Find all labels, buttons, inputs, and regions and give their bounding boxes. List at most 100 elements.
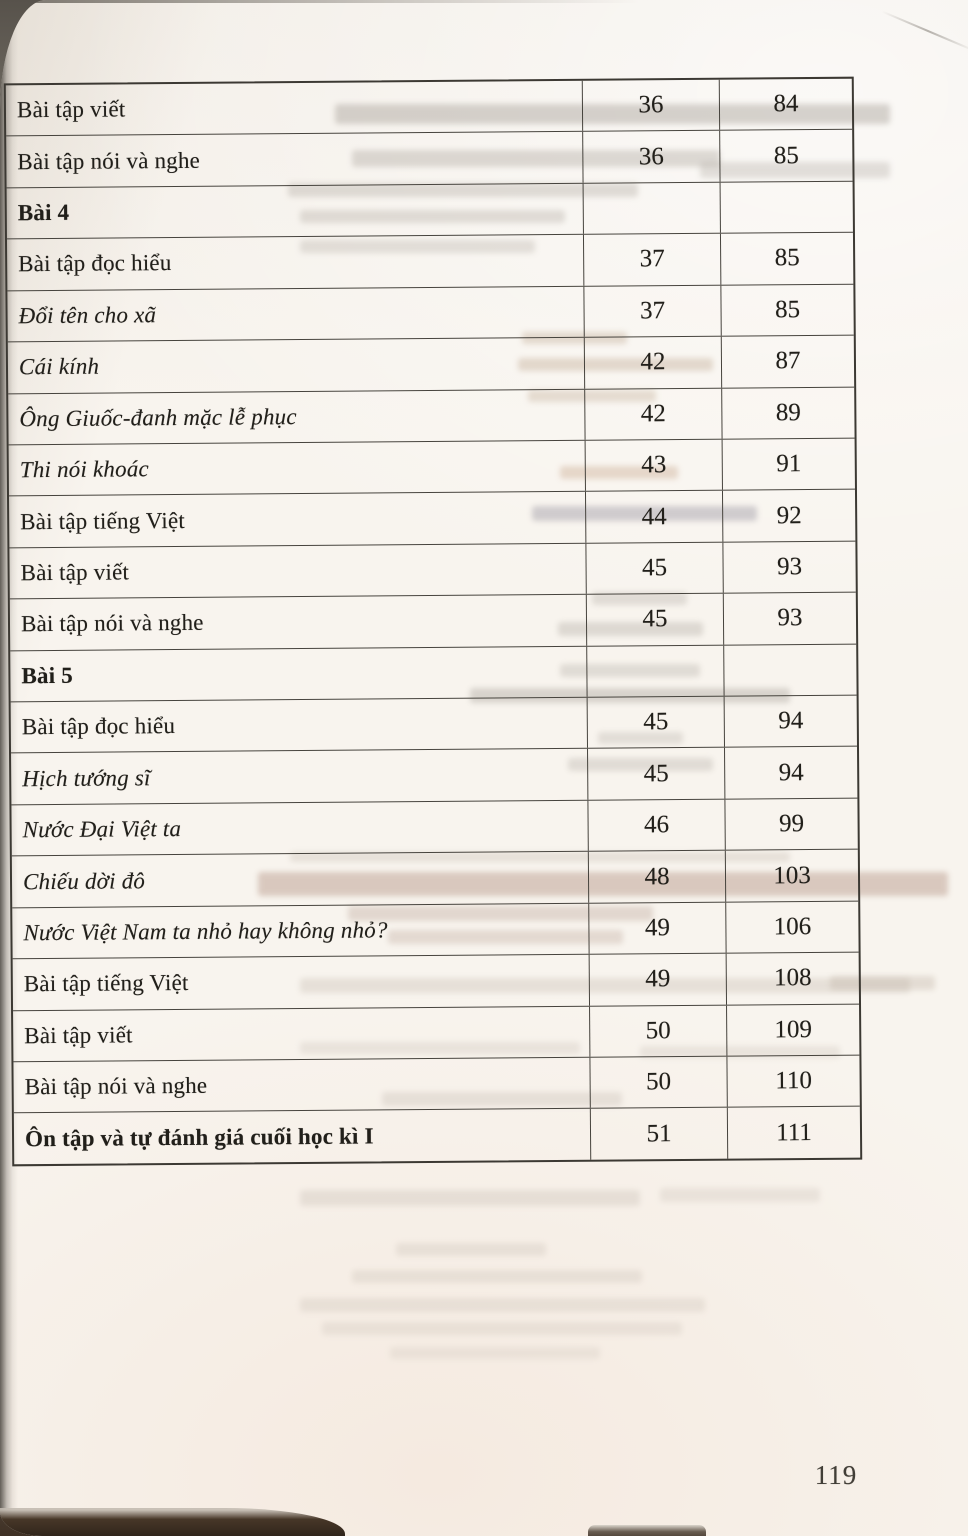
row-title: Chiếu dời đô (22, 867, 146, 894)
page-top-right-edge (881, 10, 968, 52)
row-page-number-1 (582, 182, 720, 235)
bleed-through-text (470, 688, 790, 703)
row-title: Bài tập viết (16, 96, 126, 123)
table-row: Ôn tập và tự đánh giá cuối học kì I 51 1… (14, 1107, 861, 1164)
row-page-number-1: 50 (589, 1005, 727, 1057)
row-page-number-2: 91 (721, 438, 855, 491)
table-row: Đổi tên cho xã 37 85 (7, 284, 854, 343)
row-title: Ông Giuốc-đanh mặc lễ phục (19, 403, 297, 431)
table-row: Bài tập tiếng Việt 49 108 (12, 952, 860, 1011)
table-row: Bài tập đọc hiểu 37 85 (6, 232, 854, 292)
table-row: Cái kính 42 87 (7, 335, 855, 394)
row-page-number-2: 110 (726, 1055, 860, 1108)
row-title: Bài 4 (17, 199, 70, 226)
row-page-number-1: 44 (584, 491, 723, 543)
bleed-through-text (300, 240, 535, 253)
bleed-through-text (592, 592, 687, 605)
row-page-number-1: 36 (582, 131, 720, 183)
row-page-number-1: 37 (583, 285, 721, 337)
row-page-number-1: 43 (584, 439, 722, 492)
row-title: Bài tập tiếng Việt (23, 970, 189, 997)
row-page-number-1: 48 (587, 851, 726, 903)
row-title: Bài tập viết (24, 1022, 133, 1049)
row-page-number-2: 103 (724, 849, 859, 902)
bleed-through-text (396, 1243, 546, 1256)
bleed-through-text (598, 732, 683, 744)
table-row: Bài tập nói và nghe 45 93 (9, 592, 857, 651)
row-page-number-2: 93 (722, 592, 857, 645)
row-title: Thi nói khoác (19, 456, 149, 483)
table-row: Chiếu dời đô 48 103 (11, 849, 859, 909)
bleed-through-text (660, 1188, 820, 1202)
row-page-number-2: 85 (719, 130, 853, 182)
row-page-number-1: 46 (587, 799, 725, 852)
row-page-number-2: 89 (721, 387, 855, 439)
table-row: Bài 5 (10, 644, 857, 703)
bleed-through-text (300, 978, 910, 993)
bleed-through-text (528, 390, 656, 402)
bleed-through-text (560, 664, 700, 677)
row-page-number-2: 106 (725, 901, 859, 953)
table-row: Bài tập viết 45 93 (9, 541, 856, 600)
bleed-through-text (348, 906, 653, 921)
bleed-through-text (558, 622, 703, 636)
table-row: Nước Đại Việt ta 46 99 (11, 798, 858, 857)
row-page-number-2: 99 (724, 798, 858, 851)
row-page-number-2 (719, 181, 853, 233)
table-row: Hịch tướng sĩ 45 94 (11, 747, 858, 806)
bleed-through-text (390, 1347, 600, 1359)
bleed-through-text (300, 210, 565, 223)
bleed-through-text (288, 183, 638, 197)
bleed-through-text (382, 1092, 622, 1106)
table-row: Bài tập viết 36 84 (5, 78, 853, 137)
row-title: Bài tập đọc hiểu (18, 250, 172, 277)
row-page-number-1: 45 (585, 593, 724, 646)
row-page-number-2: 111 (726, 1107, 861, 1159)
page-number: 119 (814, 1460, 858, 1490)
row-page-number-2: 85 (720, 284, 854, 336)
row-title: Hịch tướng sĩ (22, 764, 151, 791)
bleed-through-text (290, 852, 790, 862)
table-row: Ông Giuốc-đanh mặc lễ phục 42 89 (8, 387, 855, 446)
table-row: Bài tập nói và nghe 50 110 (13, 1055, 860, 1114)
bleed-through-text (518, 358, 713, 371)
bleed-through-text (640, 1046, 840, 1058)
toc-table-body: Bài tập viết 36 84 Bài tập nói và nghe 3… (5, 78, 861, 1165)
row-page-number-1: 37 (582, 233, 721, 286)
row-page-number-2: 84 (718, 78, 853, 131)
row-page-number-2: 87 (720, 335, 855, 388)
row-page-number-1: 50 (589, 1056, 727, 1109)
row-title: Bài tập đọc hiểu (21, 713, 176, 740)
row-page-number-1 (586, 645, 724, 697)
table-row: Bài tập đọc hiểu 45 94 (10, 695, 858, 754)
row-title: Bài tập viết (20, 559, 130, 586)
row-title: Bài tập tiếng Việt (20, 507, 185, 534)
table-row: Thi nói khoác 43 91 (8, 438, 855, 497)
row-page-number-1: 45 (587, 748, 725, 800)
bleed-through-text (388, 930, 623, 944)
row-page-number-2: 109 (726, 1004, 860, 1056)
bleed-through-text (700, 162, 890, 178)
row-title: Ôn tập và tự đánh giá cuối học kì I (24, 1123, 374, 1151)
row-title: Nước Việt Nam ta nhỏ hay không nhỏ? (23, 917, 388, 946)
row-page-number-2: 85 (719, 232, 854, 285)
table-row: Bài tập nói và nghe 36 85 (6, 130, 853, 189)
row-title: Đổi tên cho xã (18, 302, 157, 329)
bleed-through-text (322, 1322, 682, 1335)
bleed-through-text (522, 332, 627, 344)
row-page-number-1: 42 (583, 336, 722, 389)
row-page-number-1: 42 (584, 388, 722, 440)
page-top-edge (0, 0, 639, 3)
table-row: Bài 4 (6, 181, 853, 240)
bleed-through-text (568, 758, 713, 771)
row-page-number-1: 45 (586, 696, 724, 749)
row-title: Cái kính (18, 353, 100, 380)
table-row: Nước Việt Nam ta nhỏ hay không nhỏ? 49 1… (12, 901, 859, 960)
page-bottom-edge-shadow (588, 1525, 706, 1536)
row-page-number-1: 51 (589, 1108, 728, 1160)
page-left-edge (0, 0, 18, 1536)
bleed-through-text (300, 1042, 580, 1054)
bleed-through-text (532, 506, 757, 521)
row-page-number-2: 92 (721, 490, 856, 542)
bleed-through-text (300, 1190, 640, 1206)
